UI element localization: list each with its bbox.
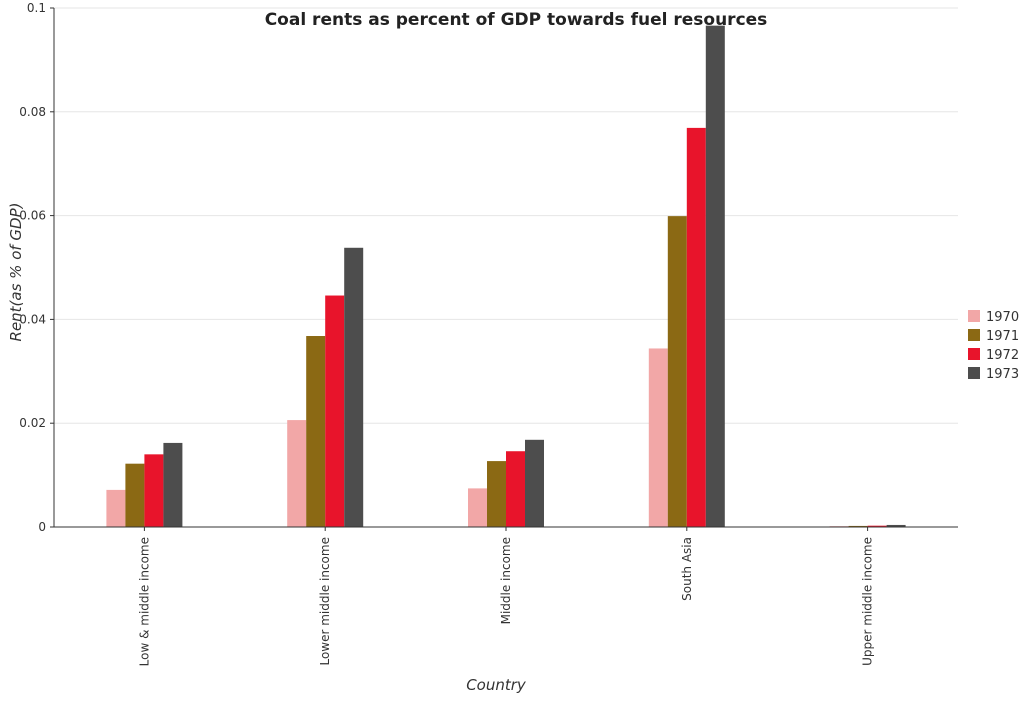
legend-swatch-1970	[968, 310, 980, 322]
y-tick-label: 0.06	[19, 209, 46, 223]
bar-1971	[487, 461, 506, 527]
x-axis-title: Country	[466, 676, 527, 694]
y-axis-title: Rent(as % of GDP)	[7, 203, 25, 342]
bar-1973	[344, 247, 364, 527]
y-tick-label: 0.04	[19, 312, 46, 326]
bar-1972	[686, 127, 706, 527]
bar-1971	[306, 336, 326, 527]
bar-1970	[106, 489, 126, 527]
legend-swatch-1971	[968, 329, 980, 341]
y-tick-label: 0	[38, 520, 46, 534]
x-tick-label: South Asia	[680, 537, 694, 601]
bar-1971	[667, 216, 687, 527]
bar-1973	[705, 25, 725, 528]
legend-swatch-1972	[968, 348, 980, 360]
bar-1970	[648, 348, 668, 527]
legend: 1970 1971 1972 1973	[968, 310, 1019, 382]
bar-1973	[886, 524, 906, 527]
bars-group	[106, 25, 906, 528]
bar-1971	[125, 463, 145, 527]
bar-1972	[867, 525, 887, 527]
bar-1971	[848, 525, 868, 527]
chart-title: Coal rents as percent of GDP towards fue…	[265, 10, 768, 30]
y-tick-label: 0.02	[19, 416, 46, 430]
legend-label-1973: 1973	[986, 367, 1019, 382]
x-tick-label: Middle income	[499, 537, 513, 624]
legend-swatch-1973	[968, 367, 980, 379]
y-tick-label: 0.08	[19, 105, 46, 119]
bar-1973	[525, 439, 544, 527]
bar-1972	[144, 454, 164, 527]
legend-label-1970: 1970	[986, 310, 1019, 325]
bar-1972	[325, 295, 345, 527]
bar-1973	[163, 442, 183, 527]
x-tick-label: Lower middle income	[318, 537, 332, 666]
bar-1972	[506, 451, 525, 527]
x-tick-label: Low & middle income	[137, 537, 151, 666]
x-tick-label: Upper middle income	[861, 537, 875, 666]
bar-1970	[468, 488, 487, 527]
bar-1970	[287, 420, 307, 527]
axes-group: 0 0.02 0.04 0.06 0.08 0.1 Low & middle income L…	[19, 1, 958, 666]
y-tick-label: 0.1	[27, 1, 46, 15]
legend-label-1972: 1972	[986, 348, 1019, 363]
legend-label-1971: 1971	[986, 329, 1019, 344]
